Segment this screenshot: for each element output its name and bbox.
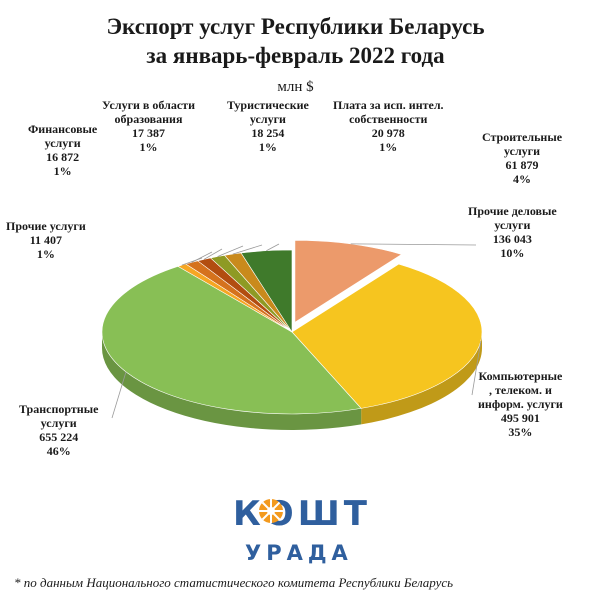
- slice-label-value: 16 872: [46, 150, 80, 164]
- pie-slice-side: [361, 332, 482, 425]
- slice-label-name: услуги: [503, 144, 541, 158]
- slice-label-name: Плата за исп. интел.: [333, 98, 444, 112]
- slice-label-name: Строительные: [482, 130, 563, 144]
- logo-text-urada: УРАДА: [245, 541, 353, 565]
- slice-label: Транспортные услуги 655 224 46%: [19, 402, 98, 458]
- slice-label-name: Компьютерные: [478, 369, 563, 383]
- leader-line: [471, 341, 482, 396]
- slice-label-value: 17 387: [131, 126, 165, 140]
- slice-label-name: Туристические: [227, 98, 309, 112]
- leader-line: [111, 371, 127, 419]
- slice-label-name: собственности: [349, 112, 428, 126]
- slice-label-value: 18 254: [251, 126, 285, 140]
- slice-label-percent: 1%: [53, 164, 72, 178]
- slice-label: Прочие деловые услуги 136 043 10%: [468, 204, 557, 260]
- slice-label: Услуги в области образования 17 387 1%: [102, 98, 195, 154]
- pie-slice: [101, 266, 362, 415]
- logo-text-kosht: КОШТ: [233, 494, 371, 534]
- unit-label: млн $: [277, 79, 314, 95]
- slice-label-name: образования: [114, 112, 183, 126]
- slice-label-percent: 1%: [36, 247, 55, 261]
- leader-line: [217, 245, 244, 257]
- slice-label-name: услуги: [40, 416, 77, 430]
- slice-label-percent: 1%: [258, 140, 277, 154]
- slice-label-value: 136 043: [492, 232, 532, 246]
- slice-label-percent: 1%: [139, 140, 158, 154]
- slice-label-name: , телеком. и: [488, 383, 552, 397]
- slice-label: Туристические услуги 18 254 1%: [227, 98, 309, 154]
- title-line-2: за январь-февраль 2022 года: [146, 43, 445, 68]
- slice-label-name: информ. услуги: [478, 397, 563, 411]
- slice-label-name: Прочие деловые: [468, 204, 557, 218]
- footnote: * по данным Национального статистическог…: [14, 575, 454, 590]
- slice-label-name: услуги: [494, 218, 531, 232]
- slice-label-name: Услуги в области: [102, 98, 195, 112]
- slice-label: Плата за исп. интел. собственности 20 978 1…: [333, 98, 444, 154]
- slice-label-name: услуги: [44, 136, 81, 150]
- logo-wheel-icon: [259, 499, 283, 523]
- slice-label-percent: 10%: [500, 246, 525, 260]
- slice-label: Финансовые услуги 16 872 1%: [28, 122, 97, 178]
- title-line-1: Экспорт услуг Республики Беларусь: [106, 14, 485, 39]
- slice-label: Компьютерные, телеком. и информ. услуги 49…: [478, 369, 563, 439]
- slice-label-percent: 46%: [46, 444, 71, 458]
- slice-label-name: Прочие услуги: [6, 219, 86, 233]
- slice-label-value: 495 901: [500, 411, 540, 425]
- slice-label-value: 11 407: [29, 233, 63, 247]
- slice-label-name: услуги: [249, 112, 286, 126]
- slice-label-value: 20 978: [371, 126, 405, 140]
- pie-slice: [240, 249, 293, 334]
- slice-label-value: 655 224: [39, 430, 79, 444]
- pie-slice: [294, 239, 403, 323]
- leader-line: [203, 248, 223, 260]
- slice-label-percent: 1%: [379, 140, 398, 154]
- slice-label-percent: 35%: [508, 425, 533, 439]
- pie-slice-side: [102, 332, 362, 430]
- leader-line: [232, 244, 263, 255]
- slice-label-name: Финансовые: [28, 122, 98, 136]
- chart-title: Экспорт услуг Республики Беларусь за янв…: [0, 12, 591, 70]
- slice-label: Строительные услуги 61 879 4%: [482, 130, 562, 186]
- leader-line: [266, 243, 280, 252]
- slice-label: Прочие услуги 11 407 1%: [6, 219, 86, 261]
- slice-label-value: 61 879: [505, 158, 539, 172]
- slice-label-percent: 4%: [513, 172, 532, 186]
- slice-label-name: Транспортные: [19, 402, 99, 416]
- leader-line: [350, 243, 477, 246]
- leader-line: [191, 251, 213, 263]
